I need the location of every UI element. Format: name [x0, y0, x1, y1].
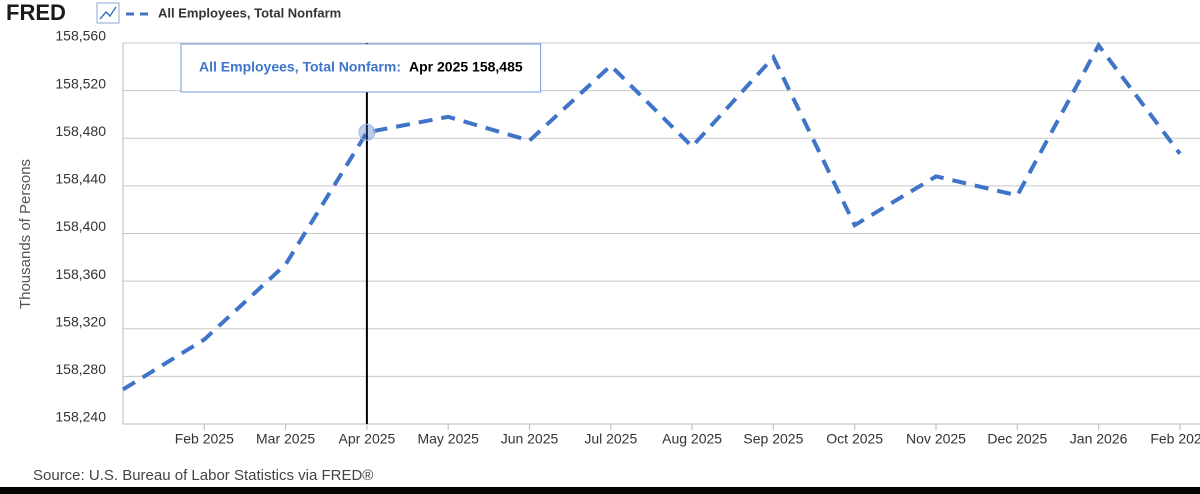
x-tick-label: Apr 2025 [338, 431, 395, 447]
y-tick-label: 158,320 [55, 313, 106, 329]
y-axis-label: Thousands of Persons [17, 159, 34, 309]
source-note: Source: U.S. Bureau of Labor Statistics … [33, 467, 373, 484]
y-tick-label: 158,520 [55, 75, 106, 91]
y-tick-label: 158,280 [55, 361, 106, 377]
x-tick-label: May 2025 [417, 431, 479, 447]
legend-label[interactable]: All Employees, Total Nonfarm [158, 5, 341, 20]
tooltip-box [180, 43, 542, 93]
x-tick-label: Oct 2025 [826, 431, 883, 447]
hover-point [358, 123, 376, 141]
data-line [121, 41, 1182, 392]
x-tick-label: Mar 2025 [256, 431, 315, 447]
x-tick-label: Feb 2025 [175, 431, 234, 447]
x-tick-label: Sep 2025 [743, 431, 803, 447]
y-tick-label: 158,400 [55, 218, 106, 234]
x-tick-label: Jul 2025 [584, 431, 637, 447]
tooltip-series: All Employees, Total Nonfarm: [199, 59, 401, 75]
x-tick-label: Nov 2025 [906, 431, 966, 447]
x-tick-label: Feb 2026 [1150, 431, 1200, 447]
y-tick-label: 158,360 [55, 266, 106, 282]
y-tick-label: 158,240 [55, 409, 106, 425]
y-tick-label: 158,480 [55, 123, 106, 139]
tooltip-value: Apr 2025 158,485 [409, 59, 523, 75]
y-tick-label: 158,440 [55, 171, 106, 187]
x-tick-label: Dec 2025 [987, 431, 1047, 447]
chart-icon-line [99, 6, 117, 20]
bottom-bar [0, 487, 1200, 494]
brand-logo[interactable]: FRED [6, 0, 66, 25]
y-tick-label: 158,560 [55, 28, 106, 44]
x-tick-label: Jan 2026 [1070, 431, 1128, 447]
x-tick-label: Jun 2025 [501, 431, 559, 447]
x-tick-label: Aug 2025 [662, 431, 722, 447]
